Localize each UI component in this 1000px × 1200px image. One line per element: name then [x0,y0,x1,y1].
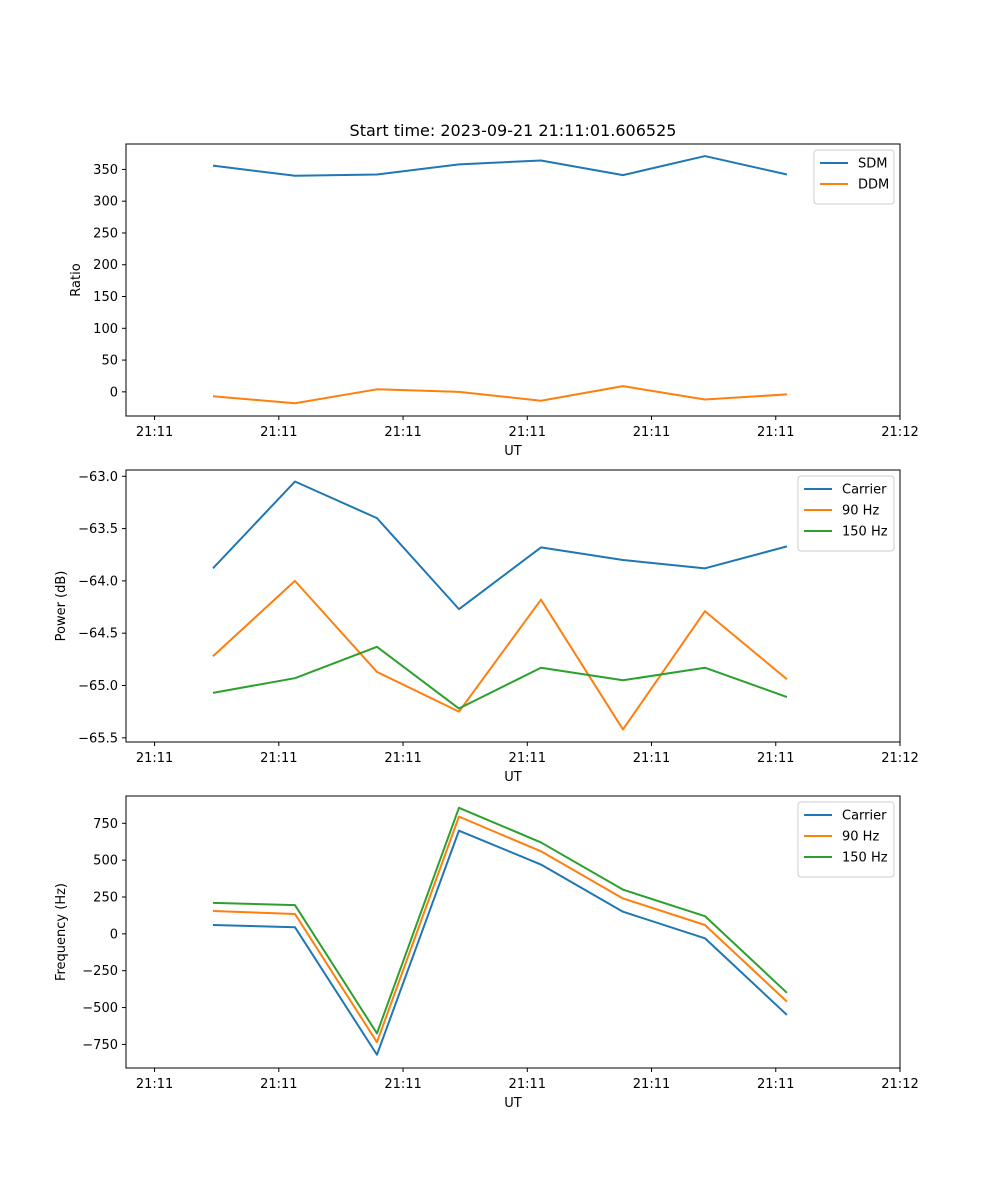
legend-label: 90 Hz [842,504,879,519]
y-tick-label: 500 [93,854,118,869]
y-tick-label: 150 [93,290,118,305]
y-tick-label: 100 [93,322,118,337]
x-tick-label: 21:11 [260,425,297,440]
legend: SDM DDM [813,149,895,205]
legend-label: 90 Hz [842,830,879,845]
y-tick-label: 50 [101,354,118,369]
y-tick-label: 200 [93,258,118,273]
axes-frame [125,143,901,417]
legend-label: Carrier [842,809,887,824]
x-tick-label: 21:12 [881,1077,918,1092]
y-tick-label: 300 [93,195,118,210]
axes-frame [125,795,901,1069]
legend: Carrier 90 Hz 150 Hz [797,801,895,878]
x-tick-label: 21:11 [633,425,670,440]
y-axis-label: Power (dB) [54,571,69,642]
x-tick-label: 21:11 [136,425,173,440]
x-tick-label: 21:11 [509,1077,546,1092]
x-tick-label: 21:11 [757,751,794,766]
y-axis-label: Frequency (Hz) [54,883,69,981]
subplot-3: 21:11 21:11 21:11 21:11 21:11 21:11 21:12 750 50… [54,795,919,1111]
legend: Carrier 90 Hz 150 Hz [797,475,895,552]
legend-label: 150 Hz [842,525,888,540]
series-line-150-hz [212,806,788,1035]
y-tick-label: −65.0 [78,679,118,694]
y-tick-label: 0 [110,385,118,400]
y-tick-label: −64.5 [78,627,118,642]
series-line-sdm [212,155,788,177]
y-tick-label: −65.5 [78,731,118,746]
x-axis-label: UT [504,1096,522,1111]
legend-label: DDM [858,178,889,193]
y-tick-label: −63.5 [78,522,118,537]
x-tick-label: 21:11 [509,751,546,766]
x-tick-label: 21:11 [384,1077,421,1092]
x-tick-label: 21:11 [757,425,794,440]
x-tick-label: 21:11 [384,425,421,440]
series-line-carrier [212,480,788,611]
series-line-carrier [212,829,788,1056]
y-tick-label: 0 [110,927,118,942]
x-tick-label: 21:12 [881,751,918,766]
x-tick-label: 21:11 [757,1077,794,1092]
x-tick-label: 21:11 [136,1077,173,1092]
x-tick-label: 21:12 [881,425,918,440]
x-tick-label: 21:11 [633,1077,670,1092]
subplot-1: 21:11 21:11 21:11 21:11 21:11 21:11 21:12 0 50 10… [69,143,919,459]
x-tick-label: 21:11 [260,1077,297,1092]
y-tick-label: −250 [82,964,118,979]
x-tick-label: 21:11 [509,425,546,440]
legend-frame [797,475,895,552]
subplots: 21:11 21:11 21:11 21:11 21:11 21:11 21:12 0 50 10… [54,143,919,1111]
y-tick-label: −500 [82,1001,118,1016]
series-line-90-hz [212,815,788,1044]
y-tick-label: −750 [82,1038,118,1053]
legend-label: 150 Hz [842,851,888,866]
y-axis-label: Ratio [69,263,84,296]
x-tick-label: 21:11 [136,751,173,766]
subplot-2: 21:11 21:11 21:11 21:11 21:11 21:11 21:12 −63.0… [54,469,919,785]
legend-frame [797,801,895,878]
axes-frame [125,469,901,743]
x-tick-label: 21:11 [384,751,421,766]
y-tick-label: −64.0 [78,574,118,589]
series-line-ddm [212,385,788,405]
series-line-90-hz [212,579,788,731]
figure-title: Start time: 2023-09-21 21:11:01.606525 [350,121,677,140]
y-tick-label: −63.0 [78,470,118,485]
y-tick-label: 350 [93,163,118,178]
y-tick-label: 250 [93,226,118,241]
x-tick-label: 21:11 [633,751,670,766]
legend-label: Carrier [842,483,887,498]
legend-label: SDM [858,157,887,172]
x-axis-label: UT [504,444,522,459]
y-tick-label: 250 [93,890,118,905]
series-line-150-hz [212,645,788,710]
y-tick-label: 750 [93,817,118,832]
x-axis-label: UT [504,770,522,785]
x-tick-label: 21:11 [260,751,297,766]
